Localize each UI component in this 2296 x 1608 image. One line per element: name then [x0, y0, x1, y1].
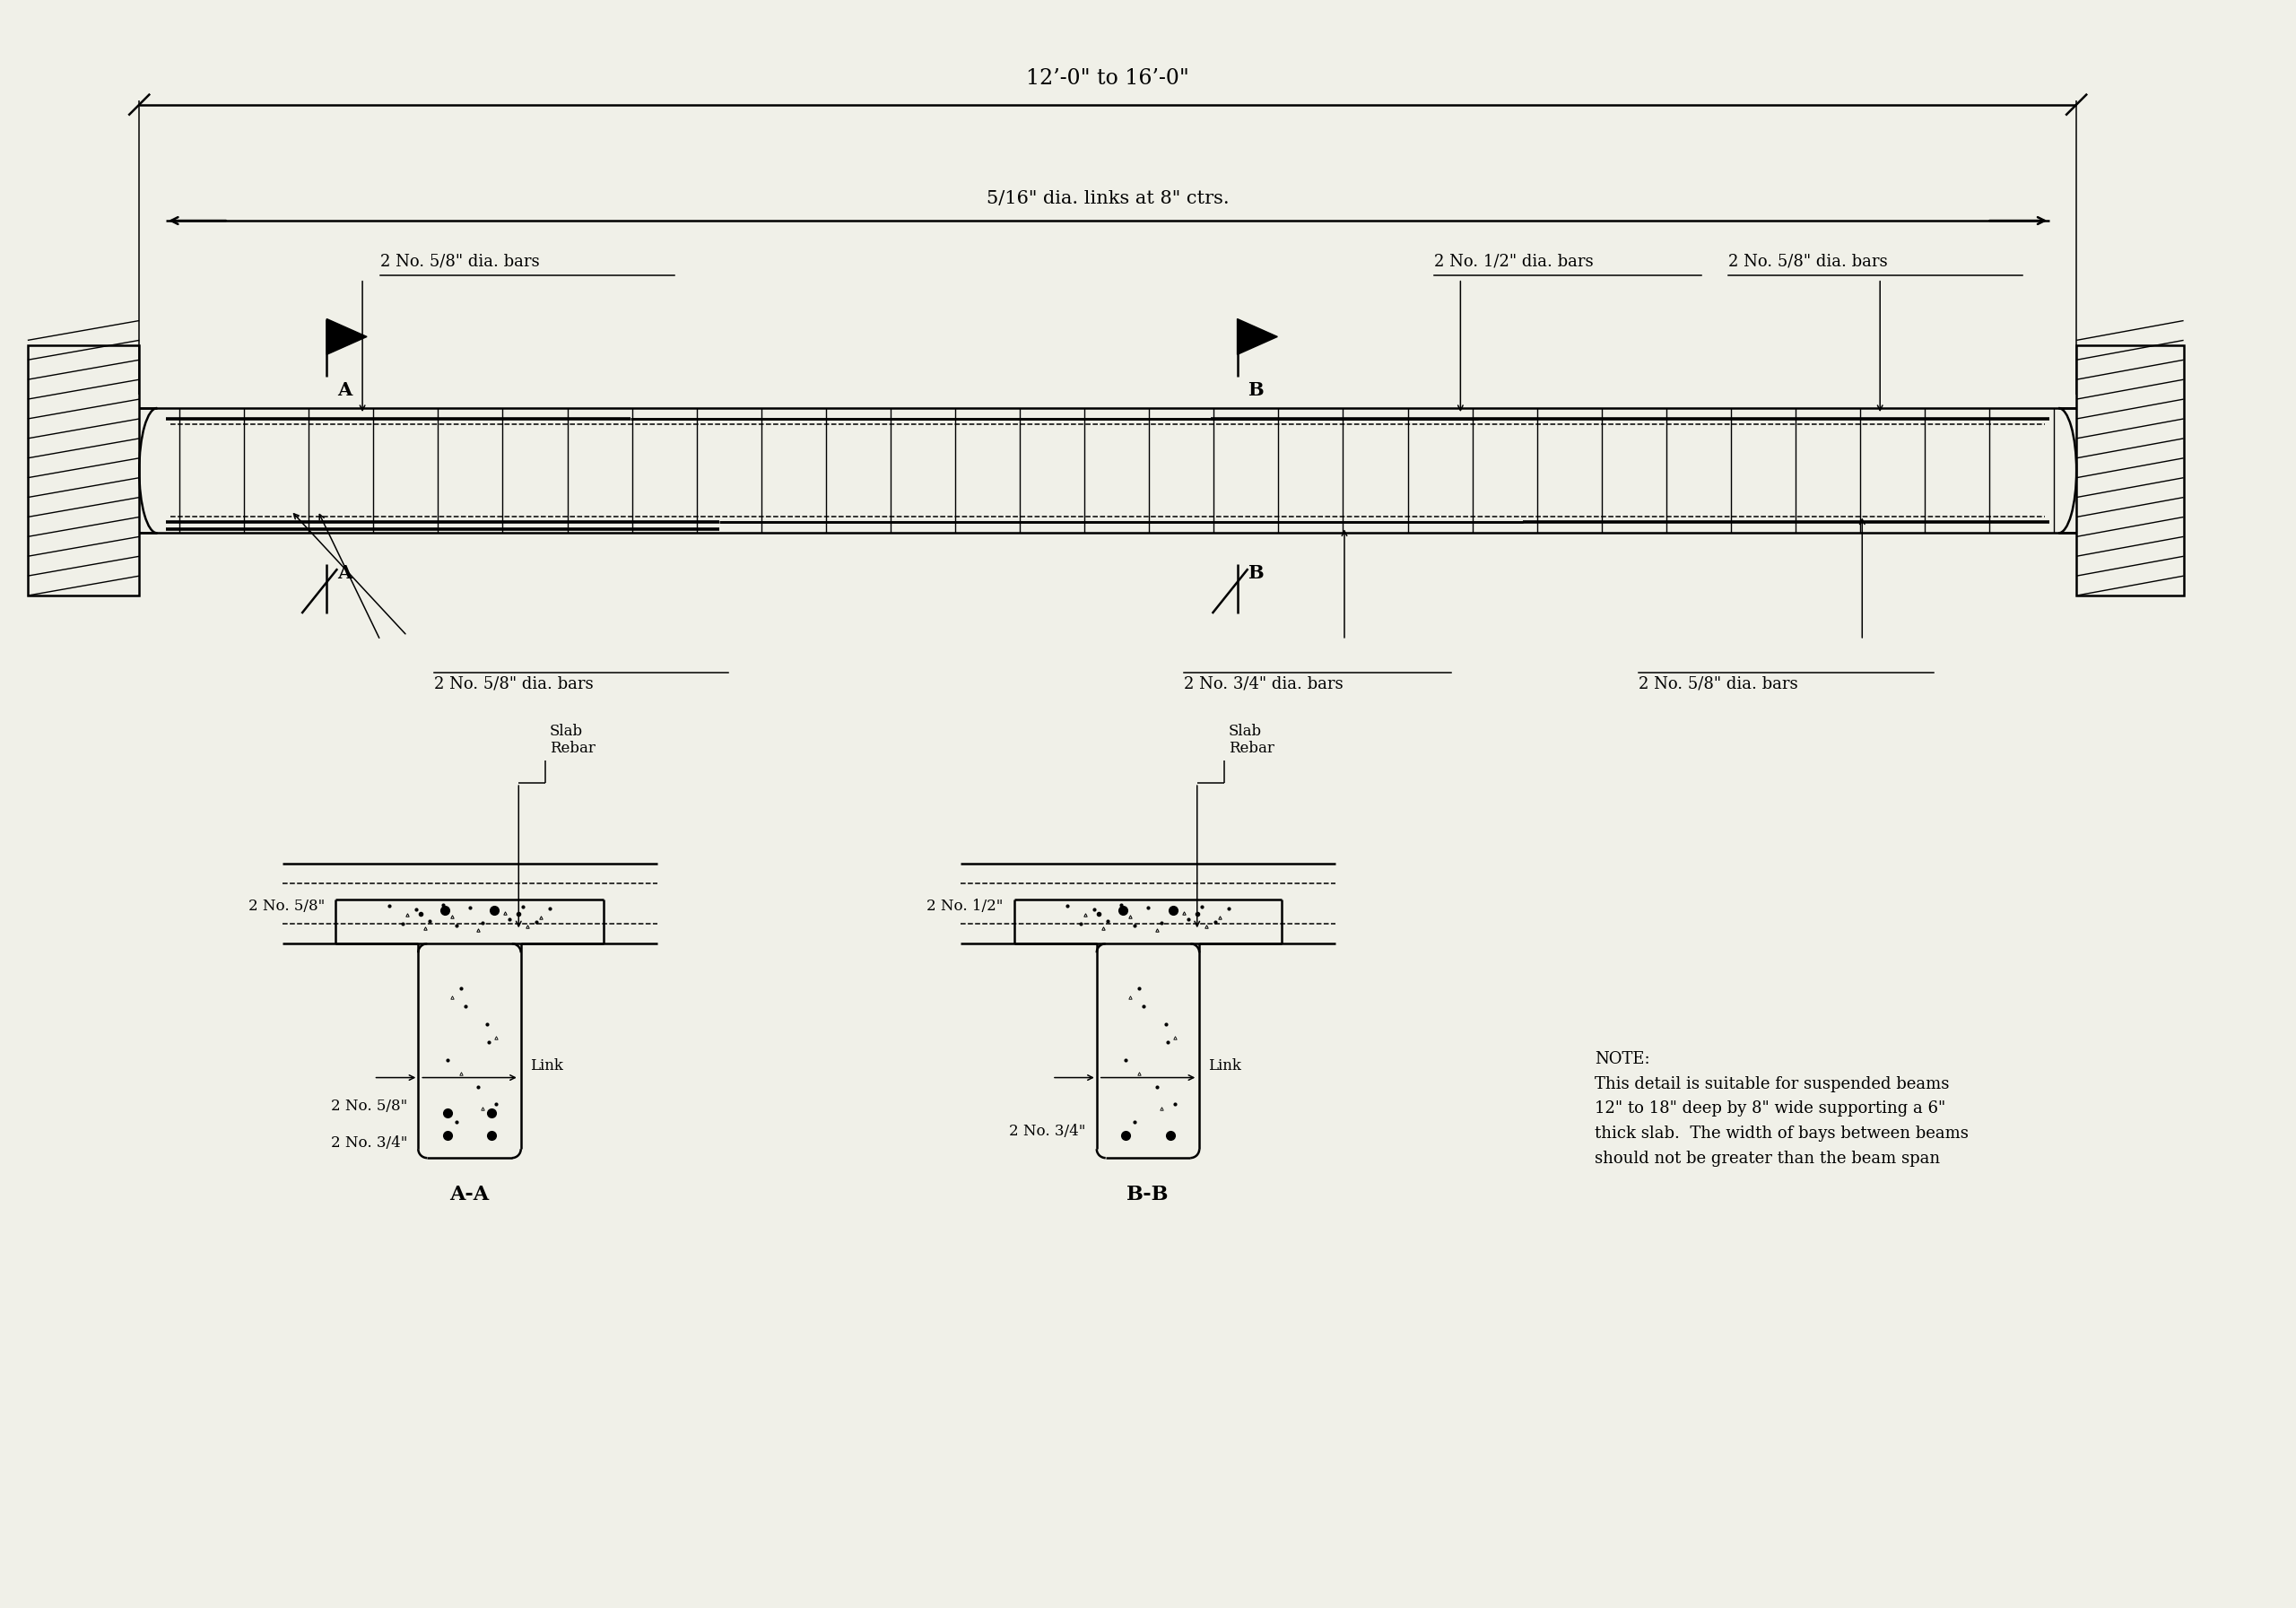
- Text: Link: Link: [1208, 1058, 1242, 1073]
- Text: Slab
Rebar: Slab Rebar: [549, 724, 595, 756]
- Text: 2 No. 1/2" dia. bars: 2 No. 1/2" dia. bars: [1433, 254, 1593, 270]
- Bar: [2076, 346, 2183, 595]
- Text: 2 No. 1/2": 2 No. 1/2": [928, 899, 1003, 913]
- Text: 2 No. 3/4": 2 No. 3/4": [331, 1135, 406, 1150]
- Text: 2 No. 5/8" dia. bars: 2 No. 5/8" dia. bars: [1729, 254, 1887, 270]
- Text: 5/16" dia. links at 8" ctrs.: 5/16" dia. links at 8" ctrs.: [987, 190, 1228, 207]
- Text: A-A: A-A: [450, 1185, 489, 1204]
- Text: B: B: [1249, 381, 1263, 399]
- Text: B-B: B-B: [1127, 1185, 1169, 1204]
- Text: 2 No. 5/8" dia. bars: 2 No. 5/8" dia. bars: [434, 675, 592, 691]
- Text: 2 No. 5/8" dia. bars: 2 No. 5/8" dia. bars: [381, 254, 540, 270]
- Text: NOTE:
This detail is suitable for suspended beams
12" to 18" deep by 8" wide sup: NOTE: This detail is suitable for suspen…: [1593, 1050, 1968, 1167]
- Text: 12’-0" to 16’-0": 12’-0" to 16’-0": [1026, 68, 1189, 88]
- Text: Slab
Rebar: Slab Rebar: [1228, 724, 1274, 756]
- Text: A: A: [338, 564, 351, 582]
- Bar: [28, 346, 140, 595]
- Text: A: A: [338, 381, 351, 399]
- Text: 2 No. 3/4" dia. bars: 2 No. 3/4" dia. bars: [1185, 675, 1343, 691]
- Text: B: B: [1249, 564, 1263, 582]
- Polygon shape: [1238, 318, 1277, 354]
- Polygon shape: [326, 318, 367, 354]
- Text: 2 No. 3/4": 2 No. 3/4": [1010, 1124, 1086, 1138]
- Text: 2 No. 5/8": 2 No. 5/8": [248, 899, 326, 913]
- Text: Link: Link: [530, 1058, 563, 1073]
- Text: 2 No. 5/8" dia. bars: 2 No. 5/8" dia. bars: [1639, 675, 1798, 691]
- Text: 2 No. 5/8": 2 No. 5/8": [331, 1098, 406, 1114]
